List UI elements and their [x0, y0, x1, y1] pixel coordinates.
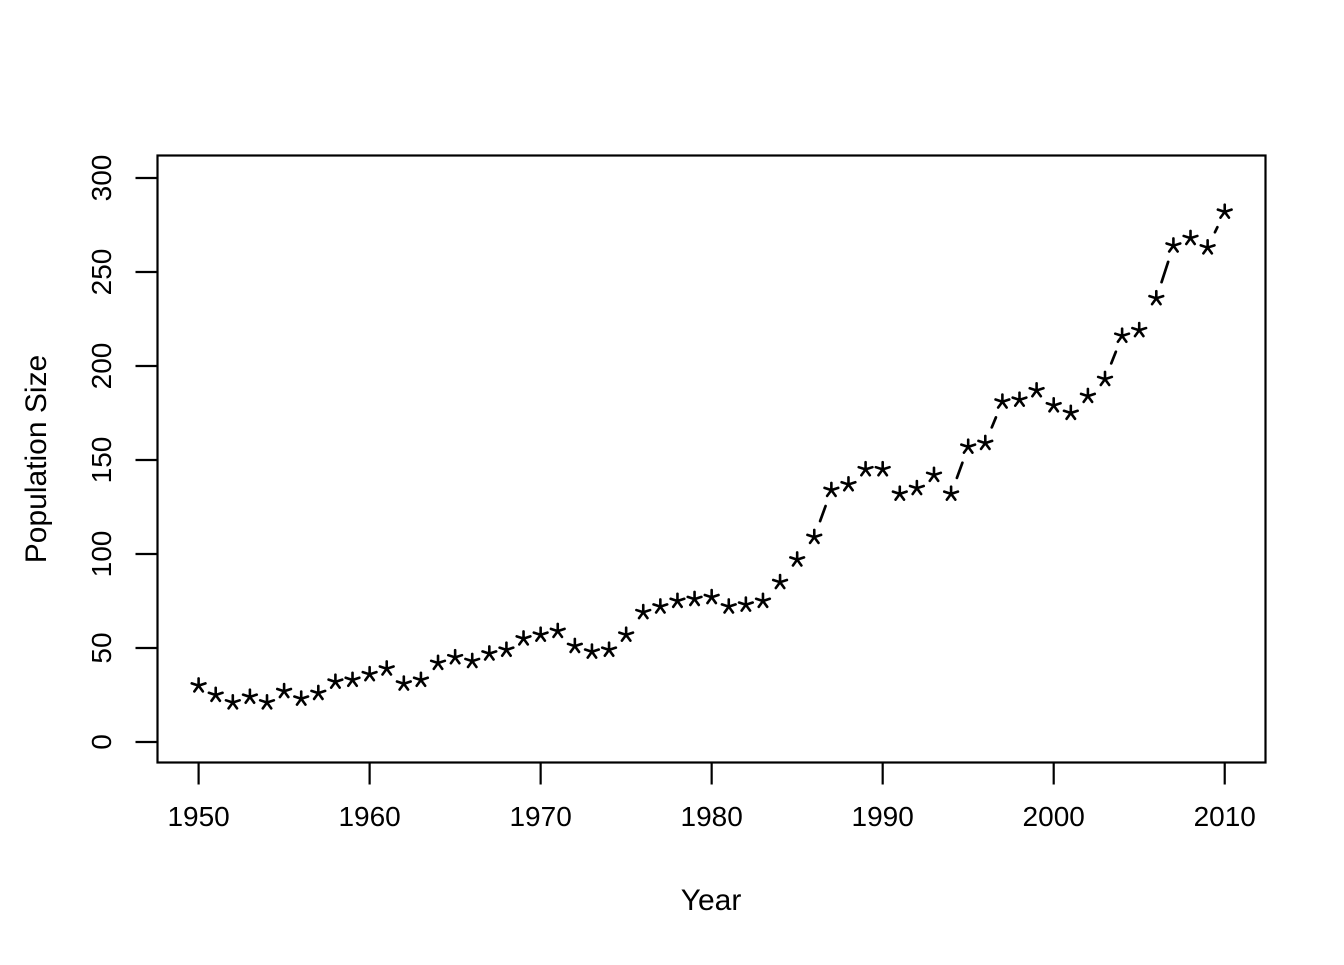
data-point-marker [1079, 387, 1097, 404]
series-segment [818, 504, 827, 523]
data-point-marker [891, 485, 908, 501]
series-markers [190, 203, 1233, 710]
data-point-marker [806, 528, 823, 545]
data-point-marker [857, 460, 874, 477]
data-point-marker [190, 677, 207, 693]
data-point-marker [1199, 239, 1216, 255]
data-point-marker [344, 671, 361, 688]
data-point-marker [840, 475, 857, 492]
data-point-marker [942, 485, 960, 501]
data-point-marker [1113, 327, 1131, 344]
data-point-marker [1062, 404, 1079, 421]
data-point-marker [737, 596, 755, 612]
data-point-marker [686, 590, 703, 607]
data-point-marker [618, 626, 635, 642]
x-axis-ticks [197, 762, 1226, 785]
data-point-marker [258, 694, 276, 710]
data-point-marker [652, 598, 669, 614]
data-point-marker [1216, 203, 1233, 219]
y-tick-label: 150 [86, 437, 117, 484]
series-segment [1213, 225, 1219, 234]
data-point-marker [327, 673, 344, 689]
y-tick-label: 100 [86, 531, 117, 578]
x-tick-label: 2010 [1194, 801, 1256, 832]
y-tick-label: 300 [86, 155, 117, 202]
y-tick-label: 50 [86, 632, 117, 663]
data-point-marker [464, 652, 481, 669]
data-point-marker [412, 671, 430, 688]
y-tick-label: 250 [86, 249, 117, 296]
data-point-marker [310, 684, 327, 701]
data-point-marker [1165, 237, 1182, 253]
data-point-marker [293, 690, 310, 706]
data-point-marker [566, 637, 583, 654]
data-point-marker [703, 588, 720, 605]
x-axis-title: Year [681, 884, 742, 917]
data-point-marker [635, 603, 652, 620]
data-point-marker [446, 648, 464, 665]
x-axis-tick-labels: 1950 1960 1970 1980 1990 2000 2010 [167, 801, 1255, 832]
data-point-marker [960, 438, 977, 454]
data-point-marker [515, 630, 532, 646]
data-point-marker [207, 686, 224, 703]
data-point-marker [874, 460, 891, 477]
data-point-marker [378, 660, 395, 676]
data-point-marker [600, 641, 618, 658]
data-point-marker [720, 598, 737, 614]
y-tick-label: 0 [86, 734, 117, 750]
data-point-marker [1131, 321, 1148, 338]
data-point-marker [1028, 381, 1045, 398]
data-point-marker [532, 626, 549, 642]
y-axis-ticks [135, 176, 158, 744]
data-point-marker [1045, 396, 1062, 413]
x-tick-label: 1970 [509, 801, 571, 832]
data-point-marker [754, 592, 772, 609]
x-tick-label: 1950 [167, 801, 229, 832]
data-point-marker [789, 551, 806, 567]
data-point-marker [925, 466, 943, 483]
series-segment [990, 416, 998, 429]
data-point-marker [361, 665, 378, 682]
plot-box [156, 154, 1267, 764]
data-point-marker [583, 643, 601, 659]
x-tick-label: 1960 [338, 801, 400, 832]
y-tick-label: 200 [86, 343, 117, 390]
y-axis-tick-labels: 0 50 100 150 200 250 300 [86, 155, 117, 750]
data-point-marker [977, 434, 994, 451]
series-segment [955, 461, 964, 480]
series-line-segments [818, 225, 1219, 523]
series-segment [1160, 260, 1170, 284]
data-point-marker [669, 592, 686, 609]
data-point-marker [498, 641, 515, 658]
data-point-marker [1148, 289, 1165, 306]
data-point-marker [481, 645, 498, 661]
x-tick-label: 2000 [1023, 801, 1085, 832]
data-point-marker [1011, 391, 1028, 407]
data-point-marker [908, 479, 926, 496]
data-point-marker [429, 654, 447, 671]
y-axis-title: Population Size [20, 355, 53, 563]
data-point-marker [395, 675, 412, 691]
data-point-marker [1096, 370, 1114, 387]
x-tick-label: 1990 [852, 801, 914, 832]
x-tick-label: 1980 [681, 801, 743, 832]
data-point-marker [994, 393, 1011, 409]
series-segment [1109, 350, 1118, 365]
data-point-marker [1182, 229, 1199, 246]
data-point-marker [771, 573, 789, 590]
data-point-marker [823, 481, 840, 498]
data-point-marker [241, 688, 259, 705]
data-point-marker [549, 622, 566, 639]
data-point-marker [275, 682, 293, 699]
data-point-marker [224, 694, 241, 710]
